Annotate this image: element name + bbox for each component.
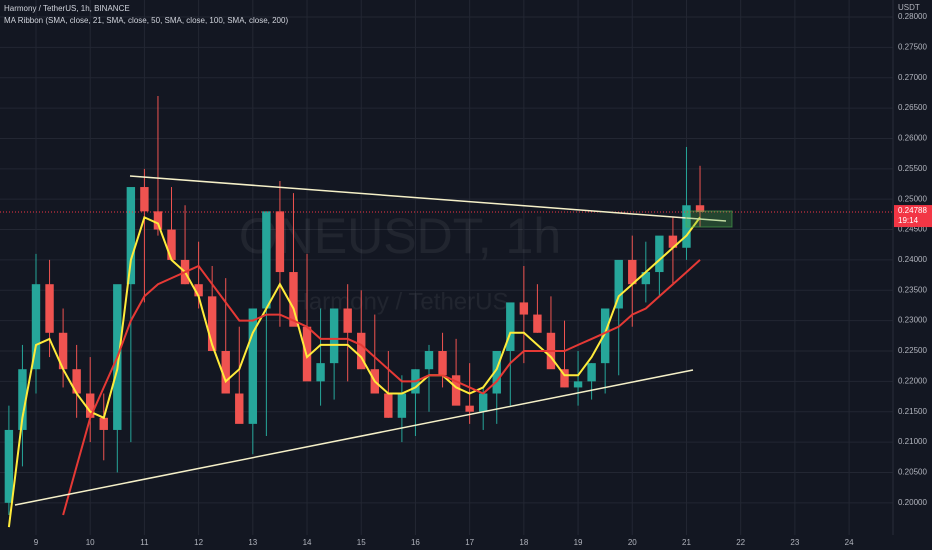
x-tick-label: 24 <box>845 538 854 547</box>
x-tick-label: 9 <box>34 538 39 547</box>
candle-body <box>668 235 678 248</box>
trend-line-upper <box>129 175 727 222</box>
y-tick-label: 0.24500 <box>898 225 927 234</box>
y-tick-label: 0.22500 <box>898 346 927 355</box>
candle-body <box>167 229 176 260</box>
y-tick-label: 0.27500 <box>898 42 927 51</box>
candle-body <box>235 393 244 424</box>
candle-body <box>357 332 366 370</box>
candle-body <box>140 187 149 212</box>
candle-body <box>275 211 285 273</box>
candle-body <box>4 429 14 503</box>
highlight-box <box>685 210 733 228</box>
price-axis <box>893 0 932 550</box>
y-tick-label: 0.25500 <box>898 164 927 173</box>
x-tick-label: 10 <box>86 538 95 547</box>
candle-body <box>45 284 54 333</box>
price-label: 0.24788 <box>898 206 927 215</box>
candle-body <box>397 393 407 418</box>
indicator-legend: MA Ribbon (SMA, close, 21, SMA, close, 5… <box>4 16 288 25</box>
candle-body <box>519 302 529 315</box>
x-tick-label: 14 <box>303 538 312 547</box>
candle-body <box>248 308 258 424</box>
candle-body <box>560 369 569 388</box>
watermark-sub: Harmony / TetherUS <box>292 288 509 315</box>
y-axis-label: USDT <box>898 3 920 12</box>
candle-body <box>85 393 95 418</box>
y-tick-label: 0.20000 <box>898 498 927 507</box>
candle-body <box>99 417 108 430</box>
y-tick-label: 0.20500 <box>898 468 927 477</box>
countdown-label: 19:14 <box>898 216 919 225</box>
candle-body <box>465 405 474 412</box>
candle-body <box>695 205 705 213</box>
candle-body <box>614 259 623 309</box>
y-tick-label: 0.26500 <box>898 103 927 112</box>
candle-body <box>316 363 325 382</box>
x-tick-label: 17 <box>465 538 474 547</box>
candle-body <box>343 308 352 333</box>
candle-body <box>18 369 27 430</box>
x-tick-label: 16 <box>411 538 420 547</box>
x-tick-label: 11 <box>140 538 149 547</box>
y-tick-label: 0.27000 <box>898 73 927 82</box>
candle-body <box>506 302 515 351</box>
y-tick-label: 0.24000 <box>898 255 927 264</box>
x-tick-label: 18 <box>519 538 528 547</box>
watermark: ONEUSDT, 1h <box>239 208 561 264</box>
candle-body <box>153 211 163 230</box>
candle-body <box>207 296 217 351</box>
candle-body <box>58 332 68 370</box>
candle-body <box>72 369 81 394</box>
candle-body <box>451 375 461 406</box>
candle-body <box>31 284 41 370</box>
candle-body <box>194 284 203 297</box>
x-tick-label: 12 <box>194 538 203 547</box>
y-tick-label: 0.23500 <box>898 285 927 294</box>
y-tick-label: 0.28000 <box>898 12 927 21</box>
candle-body <box>289 272 298 327</box>
candle-body <box>478 393 488 412</box>
x-tick-label: 20 <box>628 538 637 547</box>
moving-average-line <box>7 216 701 528</box>
candle-body <box>424 350 434 370</box>
candle-body <box>126 187 136 285</box>
moving-average-line <box>62 259 701 516</box>
trend-line-lower <box>14 369 694 506</box>
candle-body <box>221 350 230 394</box>
candle-body <box>600 308 610 364</box>
candle-body <box>573 381 583 388</box>
candle-body <box>628 259 637 285</box>
y-tick-label: 0.26000 <box>898 134 927 143</box>
candle-body <box>587 363 596 382</box>
candle-body <box>492 350 501 394</box>
chart-title: Harmony / TetherUS, 1h, BINANCE <box>4 4 130 13</box>
x-tick-label: 15 <box>357 538 366 547</box>
y-tick-label: 0.21000 <box>898 437 927 446</box>
candle-body <box>329 308 339 364</box>
x-tick-label: 22 <box>736 538 745 547</box>
time-axis <box>0 535 932 550</box>
candle-body <box>438 350 447 376</box>
candle-body <box>533 314 542 333</box>
x-tick-label: 13 <box>248 538 257 547</box>
x-tick-label: 21 <box>682 538 691 547</box>
candle-body <box>384 393 393 418</box>
price-label-box <box>894 205 932 228</box>
y-tick-label: 0.25000 <box>898 194 927 203</box>
y-tick-label: 0.23000 <box>898 316 927 325</box>
candle-body <box>655 235 664 273</box>
x-tick-label: 23 <box>790 538 799 547</box>
candle-body <box>641 272 651 285</box>
x-tick-label: 19 <box>574 538 583 547</box>
y-tick-label: 0.22000 <box>898 376 927 385</box>
y-tick-label: 0.21500 <box>898 407 927 416</box>
candle-body <box>262 211 271 309</box>
